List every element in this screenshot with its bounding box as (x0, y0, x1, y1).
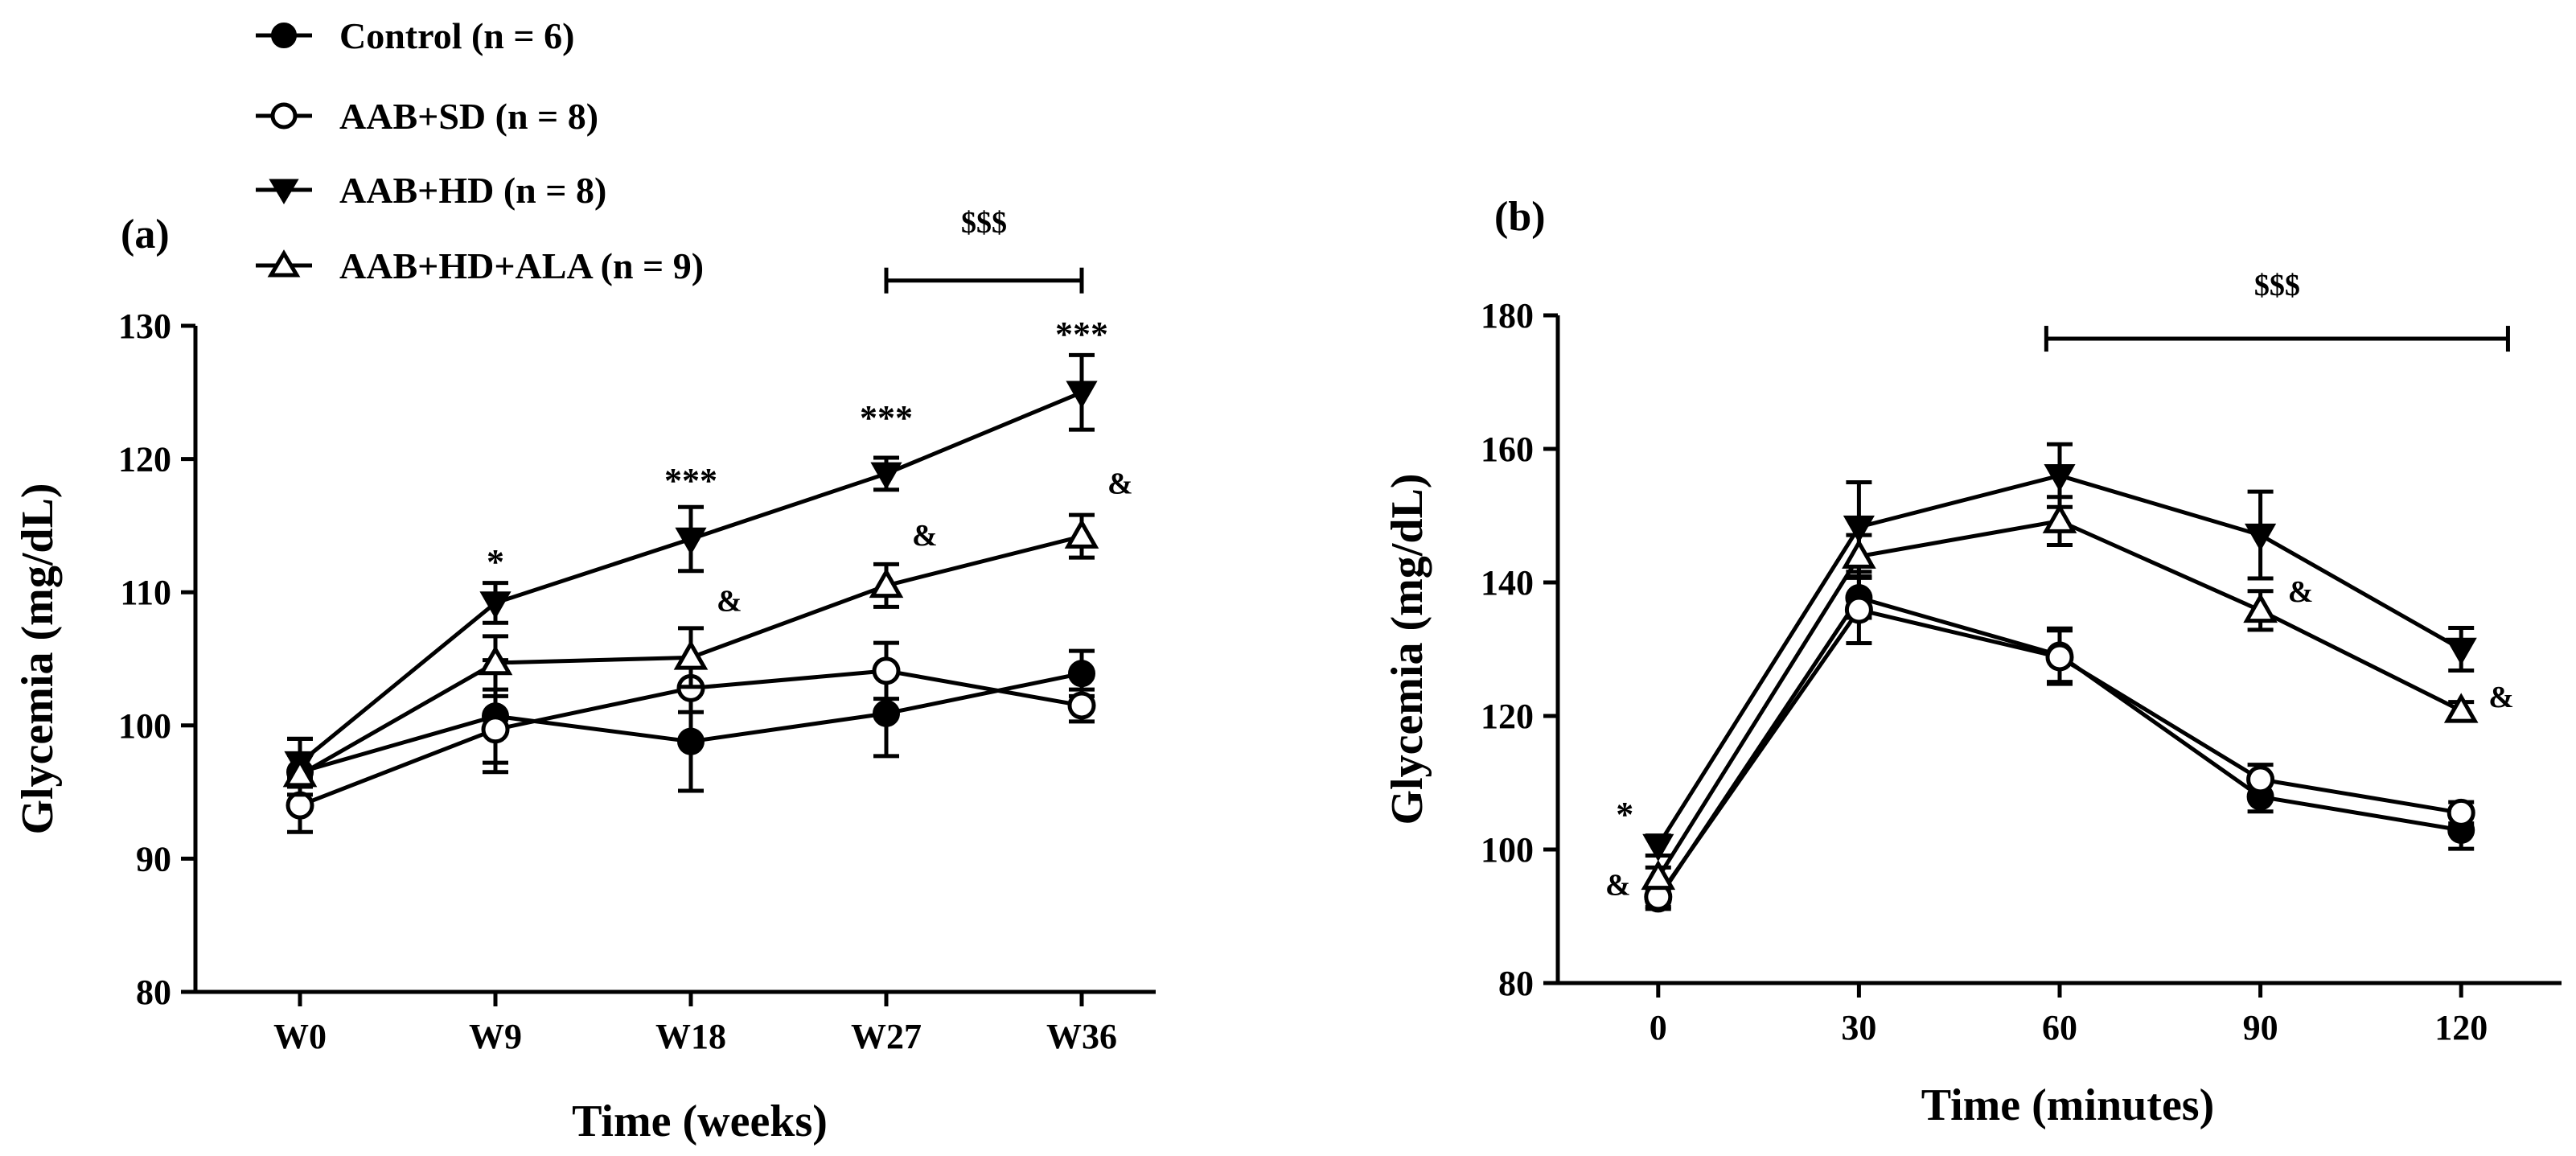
y-axis-title: Glycemia (mg/dL) (1382, 473, 1432, 825)
point-marker (2443, 693, 2479, 723)
x-tick-label: 30 (1841, 1008, 1876, 1047)
x-axis-title: Time (weeks) (572, 1096, 828, 1146)
legend: Control (n = 6) AAB+SD (n = 8) AAB+HD (n… (256, 15, 704, 286)
y-tick-label: 80 (1498, 964, 1534, 1003)
legend-label: AAB+HD+ALA (n = 9) (339, 245, 704, 286)
point-marker (2246, 765, 2275, 794)
point-marker (1641, 859, 1676, 891)
x-tick-label: W9 (469, 1017, 522, 1056)
point-marker (675, 527, 707, 555)
x-tick-label: W27 (851, 1017, 922, 1056)
panel-label: (b) (1494, 194, 1546, 240)
x-tick-label: W18 (655, 1017, 726, 1056)
point-marker (282, 757, 318, 788)
legend-label: AAB+HD (n = 8) (339, 170, 606, 211)
y-tick-label: 100 (118, 706, 171, 746)
panel-label: (a) (121, 212, 170, 257)
point-marker (479, 591, 512, 619)
legend-marker-circle-open (270, 102, 298, 130)
significance-mark: & (2488, 681, 2514, 714)
x-tick-label: 120 (2434, 1008, 2488, 1047)
point-marker (677, 727, 705, 755)
chart-panel-a: (a) 80 90 100 110 120 130 W0 W9 W18 W27 W36 Time (w… (13, 206, 1156, 1146)
legend-item-aab-hd: AAB+HD (n = 8) (256, 170, 606, 211)
significance-bracket-label: $$$ (2254, 269, 2300, 302)
legend-marker-circle-filled (271, 23, 297, 48)
point-marker (1066, 381, 1098, 409)
point-marker (1842, 538, 1876, 569)
x-tick-label: W0 (273, 1017, 327, 1056)
y-tick-label: 110 (120, 573, 171, 612)
significance-mark: & (717, 584, 742, 618)
significance-mark: & (1605, 868, 1631, 902)
point-marker (481, 715, 510, 744)
point-marker (1064, 518, 1099, 549)
point-marker (2044, 463, 2076, 492)
point-marker (2243, 592, 2278, 623)
significance-mark: & (1107, 467, 1133, 501)
point-marker (872, 656, 901, 685)
point-marker (1067, 691, 1096, 720)
point-marker (870, 462, 902, 490)
x-axis-title: Time (minutes) (1921, 1080, 2215, 1130)
point-marker (286, 791, 314, 820)
significance-mark: * (487, 542, 504, 582)
point-marker (2447, 798, 2475, 827)
significance-mark: *** (860, 398, 913, 438)
significance-mark: & (2288, 575, 2314, 609)
x-tick-label: 90 (2243, 1008, 2278, 1047)
legend-label: Control (n = 6) (339, 15, 574, 56)
point-marker (873, 699, 900, 727)
point-marker (869, 567, 904, 599)
significance-mark: *** (1055, 315, 1108, 354)
y-tick-label: 90 (136, 839, 171, 878)
legend-item-control: Control (n = 6) (256, 15, 574, 56)
significance-mark: & (912, 519, 938, 553)
series-line (1656, 519, 2463, 879)
y-tick-label: 100 (1481, 830, 1534, 870)
y-tick-label: 140 (1481, 563, 1534, 603)
legend-item-aab-hd-ala: AAB+HD+ALA (n = 9) (256, 245, 704, 286)
series (1644, 575, 2475, 913)
point-marker (2045, 643, 2074, 672)
y-tick-label: 120 (1481, 697, 1534, 736)
point-marker (2042, 503, 2077, 533)
point-marker (2445, 637, 2477, 666)
legend-marker-triangle-down (269, 179, 299, 204)
y-tick-label: 120 (118, 440, 171, 479)
y-tick-label: 180 (1481, 296, 1534, 335)
point-marker (2245, 523, 2277, 552)
point-marker (1844, 595, 1873, 624)
significance-mark: *** (664, 461, 717, 500)
legend-marker-triangle-up (267, 249, 301, 278)
x-tick-label: W36 (1046, 1017, 1117, 1056)
y-tick-label: 80 (136, 973, 171, 1012)
point-marker (1068, 660, 1095, 688)
chart-panel-b: (b) 80 100 120 140 160 180 0 30 60 90 120 Time (min… (1382, 194, 2562, 1130)
significance-mark: * (1616, 795, 1633, 834)
legend-label: AAB+SD (n = 8) (339, 96, 598, 137)
series (284, 352, 1098, 789)
point-marker (478, 644, 513, 676)
y-axis-title: Glycemia (mg/dL) (13, 483, 63, 834)
series (282, 512, 1099, 797)
series (1641, 495, 2479, 891)
x-tick-label: 0 (1650, 1008, 1667, 1047)
y-tick-label: 160 (1481, 430, 1534, 469)
series (1642, 442, 2477, 862)
significance-bracket-label: $$$ (961, 206, 1007, 240)
y-tick-label: 130 (118, 306, 171, 346)
point-marker (673, 640, 709, 670)
x-tick-label: 60 (2042, 1008, 2077, 1047)
point-marker (1642, 833, 1674, 862)
series (1644, 574, 2475, 911)
legend-item-aab-sd: AAB+SD (n = 8) (256, 96, 598, 137)
point-marker (1843, 515, 1875, 544)
